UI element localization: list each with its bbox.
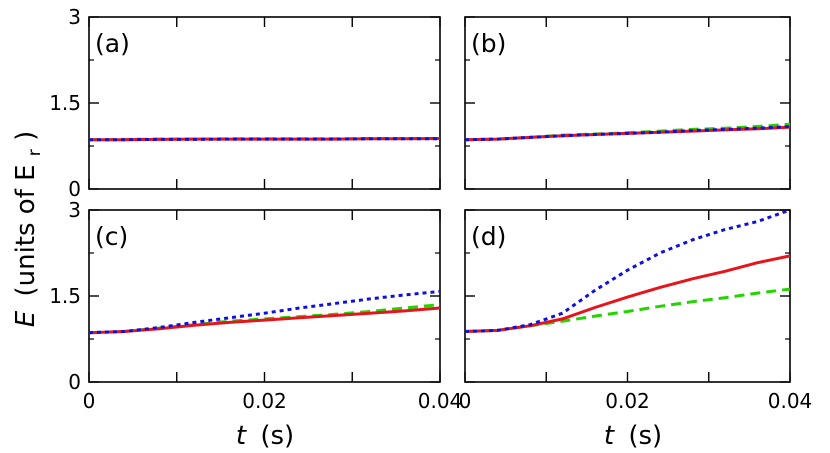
x-axis-label-right-symbol: t <box>604 421 615 451</box>
panel-c-xtick-label: 0.02 <box>242 389 287 413</box>
x-axis-label-right: t (s) <box>604 421 662 451</box>
panel-d-xtick-label: 0.04 <box>768 389 813 413</box>
y-axis-label-symbol: E <box>11 310 41 327</box>
y-axis-label-close: ) <box>11 131 41 141</box>
panel-d-series-solid <box>464 254 791 333</box>
panel-c-xtick-label: 0 <box>83 389 96 413</box>
panel-b-label: (b) <box>471 29 506 58</box>
panel-b-frame <box>464 16 791 190</box>
x-axis-label-left-units: (s) <box>260 421 294 451</box>
panel-b: (b) <box>464 16 791 190</box>
panel-c-ytick-label: 3 <box>68 198 81 222</box>
panel-c-series-dotted <box>88 289 441 335</box>
panel-c-label: (c) <box>95 222 128 251</box>
y-axis-label-units: (units of E <box>11 164 41 296</box>
panel-a-series-dotted <box>89 137 440 142</box>
panel-d-label: (d) <box>471 222 506 251</box>
x-axis-label-left: t (s) <box>236 421 294 451</box>
panel-a-frame <box>88 16 441 190</box>
y-axis-label: E (units of E r ) <box>11 131 47 327</box>
panel-a-ytick-label: 0 <box>68 177 81 201</box>
panel-a-label: (a) <box>95 29 130 58</box>
panel-a-ytick-label: 1.5 <box>49 91 81 115</box>
x-axis-label-right-units: (s) <box>628 421 662 451</box>
panel-d-series-dashed <box>464 287 791 333</box>
panel-d-xtick-label: 0.02 <box>605 389 650 413</box>
panel-a: 0 1.5 3 (a) <box>49 5 441 201</box>
x-axis-label-left-symbol: t <box>236 421 247 451</box>
panel-c-xtick-label: 0.04 <box>418 389 463 413</box>
panel-c-ytick-label: 0 <box>68 370 81 394</box>
panel-d-series-dotted <box>464 208 791 333</box>
panel-a-ytick-label: 3 <box>68 5 81 29</box>
panel-d-xtick-label: 0 <box>459 389 472 413</box>
panels: 01.53(a) (b)01.530 0.02 0.04(c)0 0.02 0.04(d) <box>49 5 812 413</box>
panel-c-ytick-label: 1.5 <box>49 284 81 308</box>
y-axis-label-sub: r <box>25 149 45 156</box>
panel-c-frame <box>88 209 441 383</box>
panel-c: 0 1.5 3 0 0.02 0.04 (c) <box>49 198 462 413</box>
panel-b-series-dotted <box>464 125 791 142</box>
panel-d: 0 0.02 0.04 (d) <box>459 208 813 413</box>
